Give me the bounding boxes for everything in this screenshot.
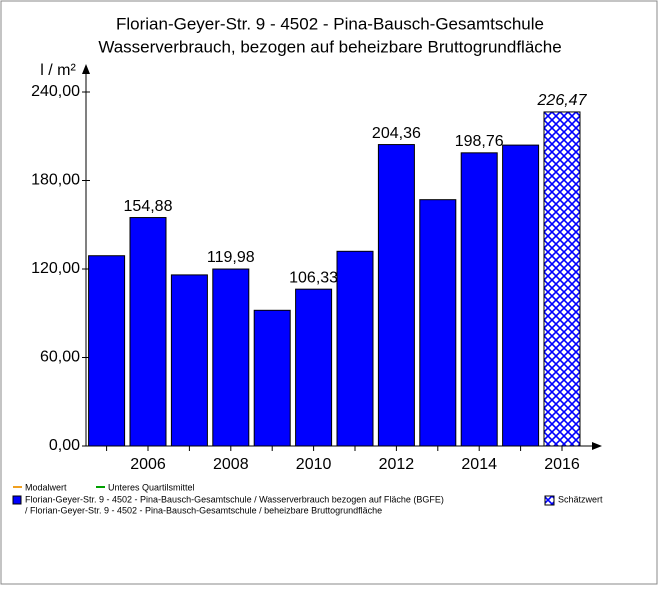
y-tick-label: 120,00 — [31, 260, 80, 277]
legend-label: / Florian-Geyer-Str. 9 - 4502 - Pina-Bau… — [25, 505, 382, 515]
legend-label: Florian-Geyer-Str. 9 - 4502 - Pina-Bausc… — [25, 494, 444, 504]
bar — [88, 255, 126, 447]
x-tick-label: 2014 — [461, 456, 497, 473]
bar — [170, 274, 208, 447]
bar — [253, 309, 291, 447]
bar — [336, 250, 374, 447]
chart-subtitle: Wasserverbrauch, bezogen auf beheizbare … — [98, 37, 561, 56]
bar — [212, 268, 250, 447]
y-tick-label: 240,00 — [31, 83, 80, 100]
legend-swatch — [544, 495, 555, 506]
value-label: 154,88 — [124, 198, 173, 215]
legend-label: Unteres Quartilsmittel — [108, 482, 195, 492]
bar — [377, 144, 415, 447]
value-label: 226,47 — [537, 92, 588, 109]
value-label: 204,36 — [372, 125, 421, 142]
value-label: 198,76 — [455, 133, 504, 150]
y-tick-label: 60,00 — [40, 349, 80, 366]
value-label: 119,98 — [207, 249, 255, 266]
x-axis-arrow — [592, 442, 602, 450]
y-axis-arrow — [82, 64, 90, 74]
x-tick-label: 2012 — [379, 456, 415, 473]
y-tick-label: 180,00 — [31, 172, 80, 189]
value-label: 106,33 — [289, 269, 338, 286]
bar — [543, 111, 581, 447]
y-tick-label: 0,00 — [49, 437, 80, 454]
bar — [129, 217, 167, 447]
legend-swatch — [12, 495, 22, 505]
y-axis-label: l / m² — [40, 62, 76, 79]
x-tick-label: 2008 — [213, 456, 249, 473]
bar — [295, 288, 333, 447]
x-tick-label: 2010 — [296, 456, 332, 473]
bar — [460, 152, 498, 447]
bar — [419, 199, 457, 447]
bar — [502, 144, 540, 447]
x-tick-label: 2016 — [544, 456, 580, 473]
chart-title: Florian-Geyer-Str. 9 - 4502 - Pina-Bausc… — [116, 14, 544, 33]
legend-label: Schätzwert — [558, 494, 603, 504]
x-tick-label: 2006 — [130, 456, 166, 473]
legend-label: Modalwert — [25, 482, 67, 492]
